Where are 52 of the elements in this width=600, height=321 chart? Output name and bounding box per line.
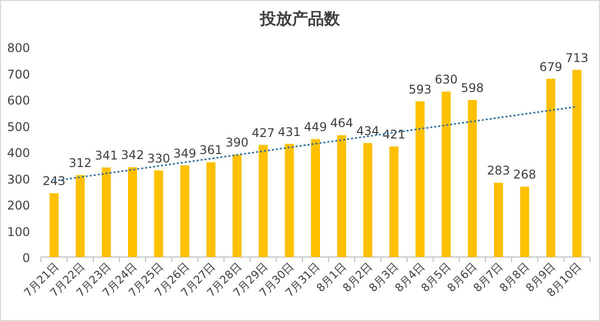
bar <box>416 101 425 257</box>
data-label: 713 <box>565 50 588 65</box>
bar <box>546 78 556 257</box>
data-label: 268 <box>513 168 536 182</box>
bar <box>284 144 294 257</box>
data-label: 421 <box>382 127 406 142</box>
data-label: 283 <box>487 164 510 178</box>
data-label: 593 <box>408 82 432 96</box>
bar <box>363 143 372 257</box>
y-tick-label: 200 <box>7 198 30 212</box>
bar <box>76 175 85 257</box>
bar <box>102 167 111 257</box>
bar <box>232 154 242 257</box>
data-label: 630 <box>434 72 458 87</box>
y-tick-label: 100 <box>7 224 30 239</box>
y-tick-label: 500 <box>7 120 30 134</box>
data-label: 427 <box>252 126 275 140</box>
data-label: 330 <box>147 151 170 166</box>
bar <box>468 100 477 257</box>
bar <box>572 70 582 257</box>
bar <box>442 92 451 257</box>
bar <box>389 146 398 257</box>
bar <box>258 144 268 257</box>
data-label: 464 <box>330 116 354 130</box>
data-label: 349 <box>173 146 196 160</box>
data-label: 449 <box>304 120 327 134</box>
bar <box>494 182 503 257</box>
bar <box>337 135 346 257</box>
y-tick-label: 300 <box>7 172 30 186</box>
y-tick-label: 600 <box>7 94 30 108</box>
y-tick-label: 800 <box>7 41 30 55</box>
bar <box>180 165 190 257</box>
data-label: 434 <box>356 124 380 138</box>
bar <box>311 139 320 257</box>
data-label: 312 <box>68 156 92 170</box>
data-label: 390 <box>226 136 249 150</box>
bar <box>154 170 164 257</box>
data-label: 598 <box>460 81 484 96</box>
data-label: 341 <box>94 148 118 162</box>
y-tick-label: 0 <box>22 251 30 265</box>
bar <box>50 193 59 257</box>
data-label: 431 <box>278 124 301 139</box>
y-tick-label: 400 <box>7 146 30 160</box>
data-label: 243 <box>42 174 66 188</box>
bar <box>128 167 137 257</box>
data-label: 342 <box>121 148 144 162</box>
y-tick-label: 700 <box>7 67 30 82</box>
data-label: 679 <box>539 60 562 74</box>
chart-title: 投放产品数 <box>259 9 341 28</box>
bar <box>520 186 530 257</box>
bar <box>206 162 216 257</box>
data-label: 361 <box>199 143 222 158</box>
